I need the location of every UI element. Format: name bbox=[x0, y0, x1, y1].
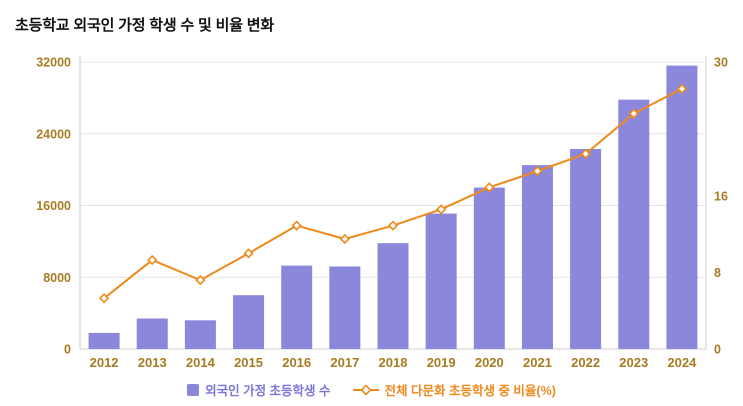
x-axis-tick-label: 2024 bbox=[667, 355, 697, 370]
legend-item-bar-series: 외국인 가정 초등학생 수 bbox=[187, 380, 331, 399]
line-marker-2013 bbox=[147, 254, 158, 266]
line-marker-2021 bbox=[532, 165, 543, 177]
line-marker-2020 bbox=[484, 182, 495, 193]
left-axis-tick-label: 0 bbox=[64, 343, 71, 357]
x-axis-tick-label: 2016 bbox=[282, 355, 311, 370]
line-marker-2015 bbox=[243, 248, 254, 259]
bar-2014 bbox=[184, 320, 216, 349]
left-axis-tick-label: 24000 bbox=[36, 127, 71, 141]
bar-2018 bbox=[377, 243, 409, 349]
legend-item-line-series: 전체 다문화 초등학생 중 비율(%) bbox=[352, 380, 556, 399]
line-marker-2014 bbox=[195, 274, 206, 286]
bar-2015 bbox=[233, 295, 265, 349]
left-axis-tick-label: 32000 bbox=[36, 56, 71, 70]
x-axis-tick-label: 2017 bbox=[330, 355, 359, 370]
legend-label-line-series: 전체 다문화 초등학생 중 비율(%) bbox=[384, 384, 556, 398]
x-axis-tick-label: 2021 bbox=[523, 355, 552, 370]
bar-2022 bbox=[570, 148, 602, 349]
left-axis-tick-label: 8000 bbox=[43, 271, 71, 285]
combo-chart: 0 8000 16000 24000 32000 0 8 16 30 2012 2013 2014 20… bbox=[36, 56, 728, 371]
bar-2024 bbox=[666, 65, 698, 350]
x-axis-tick-label: 2013 bbox=[138, 355, 167, 370]
x-axis-tick-label: 2018 bbox=[379, 355, 408, 370]
line-series-swatch-icon bbox=[352, 383, 379, 396]
chart-title: 초등학교 외국인 가정 학생 수 및 비율 변화 bbox=[15, 17, 274, 34]
line-marker-2019 bbox=[436, 204, 447, 215]
line-marker-2012 bbox=[98, 293, 110, 304]
bar-2020 bbox=[473, 187, 505, 349]
legend-label-bar-series: 외국인 가정 초등학생 수 bbox=[205, 384, 331, 398]
bar-2021 bbox=[521, 165, 553, 349]
chart-legend: 외국인 가정 초등학생 수 전체 다문화 초등학생 중 비율(%) bbox=[0, 380, 743, 399]
right-axis-tick-label: 8 bbox=[714, 266, 721, 280]
chart-area: 0 8000 16000 24000 32000 0 8 16 30 2012 2013 2014 20… bbox=[0, 43, 743, 378]
line-marker-2023 bbox=[628, 108, 639, 119]
line-marker-2024 bbox=[676, 83, 688, 94]
bar-2013 bbox=[136, 318, 168, 349]
x-axis-tick-label: 2023 bbox=[619, 355, 648, 370]
x-axis-tick-label: 2014 bbox=[186, 355, 216, 370]
line-marker-2016 bbox=[291, 220, 302, 231]
left-axis-tick-label: 16000 bbox=[36, 199, 71, 213]
bar-series-swatch-icon bbox=[187, 383, 200, 396]
right-axis-tick-label: 16 bbox=[714, 189, 728, 203]
bar-2017 bbox=[329, 266, 361, 349]
line-marker-2022 bbox=[580, 148, 591, 159]
line-marker-2017 bbox=[339, 233, 350, 245]
line-marker-2018 bbox=[387, 220, 399, 231]
x-axis-tick-label: 2022 bbox=[571, 355, 600, 370]
bar-2012 bbox=[88, 332, 120, 349]
right-axis-tick-label: 30 bbox=[714, 56, 728, 70]
x-axis-tick-label: 2019 bbox=[427, 355, 456, 370]
x-axis-tick-label: 2020 bbox=[475, 355, 504, 370]
right-axis-tick-label: 0 bbox=[714, 343, 721, 357]
bar-2016 bbox=[281, 265, 313, 349]
bar-2023 bbox=[618, 99, 650, 349]
x-axis-tick-label: 2015 bbox=[234, 355, 263, 370]
x-axis-tick-label: 2012 bbox=[90, 355, 119, 370]
bar-2019 bbox=[425, 213, 457, 349]
